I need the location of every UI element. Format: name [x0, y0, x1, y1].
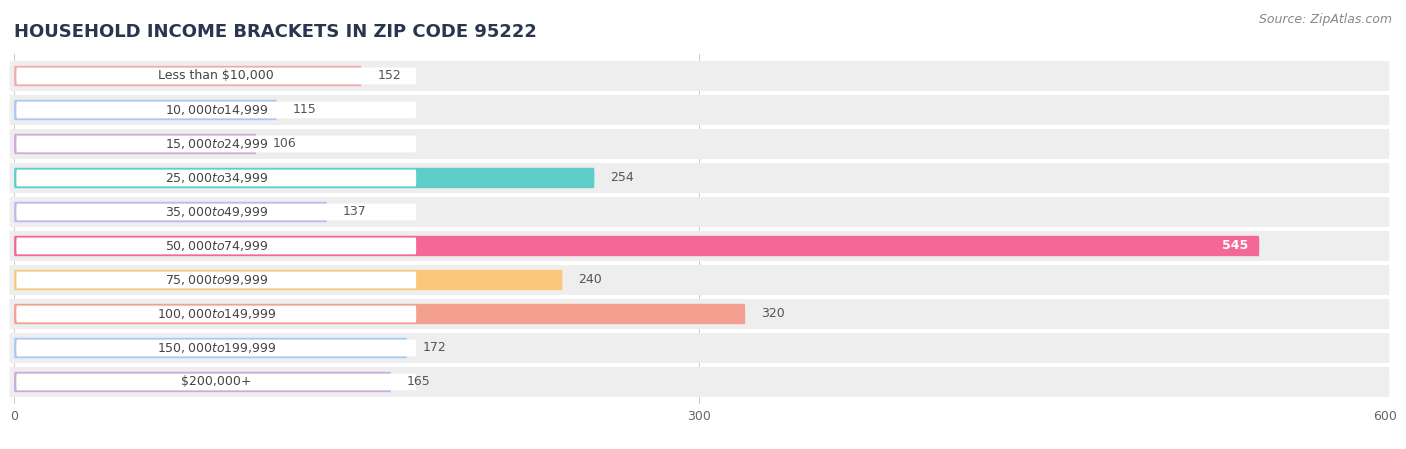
Text: $150,000 to $199,999: $150,000 to $199,999	[156, 341, 276, 355]
FancyBboxPatch shape	[17, 339, 416, 357]
Text: 254: 254	[610, 172, 634, 185]
FancyBboxPatch shape	[17, 170, 416, 186]
FancyBboxPatch shape	[10, 163, 1389, 193]
FancyBboxPatch shape	[17, 374, 416, 390]
Text: $35,000 to $49,999: $35,000 to $49,999	[165, 205, 269, 219]
FancyBboxPatch shape	[14, 202, 328, 222]
FancyBboxPatch shape	[14, 338, 408, 358]
FancyBboxPatch shape	[14, 270, 562, 290]
Text: 137: 137	[343, 206, 367, 219]
Text: 152: 152	[377, 70, 401, 83]
Text: Less than $10,000: Less than $10,000	[159, 70, 274, 83]
Text: $75,000 to $99,999: $75,000 to $99,999	[165, 273, 269, 287]
Text: 115: 115	[292, 103, 316, 116]
FancyBboxPatch shape	[17, 204, 416, 220]
Text: $10,000 to $14,999: $10,000 to $14,999	[165, 103, 269, 117]
Text: $15,000 to $24,999: $15,000 to $24,999	[165, 137, 269, 151]
FancyBboxPatch shape	[10, 129, 1389, 159]
FancyBboxPatch shape	[17, 101, 416, 119]
FancyBboxPatch shape	[10, 265, 1389, 295]
Text: 172: 172	[423, 342, 447, 355]
FancyBboxPatch shape	[17, 306, 416, 322]
Text: HOUSEHOLD INCOME BRACKETS IN ZIP CODE 95222: HOUSEHOLD INCOME BRACKETS IN ZIP CODE 95…	[14, 23, 537, 41]
FancyBboxPatch shape	[14, 100, 277, 120]
FancyBboxPatch shape	[14, 66, 361, 86]
FancyBboxPatch shape	[14, 134, 256, 154]
Text: $100,000 to $149,999: $100,000 to $149,999	[156, 307, 276, 321]
FancyBboxPatch shape	[10, 333, 1389, 363]
FancyBboxPatch shape	[17, 68, 416, 84]
Text: $25,000 to $34,999: $25,000 to $34,999	[165, 171, 269, 185]
Text: Source: ZipAtlas.com: Source: ZipAtlas.com	[1258, 13, 1392, 26]
Text: 545: 545	[1222, 239, 1249, 252]
Text: $200,000+: $200,000+	[181, 375, 252, 388]
Text: 165: 165	[408, 375, 430, 388]
FancyBboxPatch shape	[14, 168, 595, 188]
FancyBboxPatch shape	[17, 136, 416, 152]
FancyBboxPatch shape	[10, 231, 1389, 261]
FancyBboxPatch shape	[14, 372, 391, 392]
Text: 240: 240	[578, 273, 602, 286]
FancyBboxPatch shape	[17, 238, 416, 254]
FancyBboxPatch shape	[10, 197, 1389, 227]
Text: 320: 320	[761, 308, 785, 321]
Text: $50,000 to $74,999: $50,000 to $74,999	[165, 239, 269, 253]
FancyBboxPatch shape	[14, 236, 1260, 256]
FancyBboxPatch shape	[10, 95, 1389, 125]
Text: 106: 106	[273, 137, 297, 150]
FancyBboxPatch shape	[10, 299, 1389, 329]
FancyBboxPatch shape	[10, 367, 1389, 397]
FancyBboxPatch shape	[10, 61, 1389, 91]
FancyBboxPatch shape	[17, 272, 416, 288]
FancyBboxPatch shape	[14, 304, 745, 324]
